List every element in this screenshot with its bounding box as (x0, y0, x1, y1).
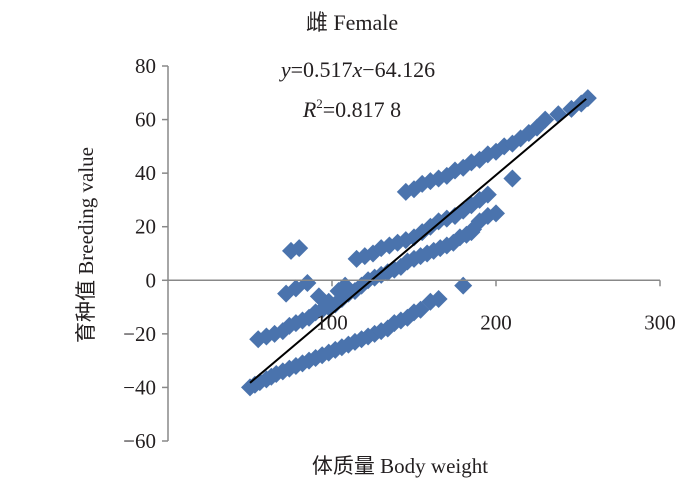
chart-title: 雌 Female (306, 10, 398, 35)
data-point (503, 169, 522, 188)
data-point (319, 292, 338, 311)
r2-letter: R (302, 97, 317, 122)
data-point (298, 273, 317, 292)
y-tick-label: −40 (123, 375, 156, 399)
y-tick-label: −60 (123, 429, 156, 453)
y-tick-label: 40 (135, 161, 156, 185)
y-tick-label: −20 (123, 322, 156, 346)
equation-coef: =0.517 (291, 57, 353, 82)
data-point (429, 290, 448, 309)
data-point (478, 185, 497, 204)
y-tick-label: 80 (135, 54, 156, 78)
y-tick-label: 0 (146, 268, 157, 292)
data-points (241, 89, 597, 397)
data-point (487, 204, 505, 223)
r2-superscript: 2 (316, 96, 323, 111)
data-point (336, 276, 355, 295)
y-ticks: 80 60 40 20 0 −20 −40 −60 (123, 54, 168, 453)
x-tick-label: 100 (316, 310, 348, 334)
equation-y: y (279, 57, 291, 82)
y-tick-label: 60 (135, 108, 156, 132)
data-point (398, 252, 417, 271)
x-tick-label: 300 (644, 310, 676, 334)
x-axis-label: 体质量 Body weight (312, 454, 488, 478)
x-tick-label: 200 (480, 310, 512, 334)
trendline (249, 98, 587, 384)
data-point (519, 123, 538, 142)
equation-x: x (352, 57, 363, 82)
equation-intercept: −64.126 (362, 57, 435, 82)
data-point (454, 276, 473, 295)
r-squared: R2=0.817 8 (302, 96, 401, 122)
data-point (290, 239, 309, 258)
data-point (462, 223, 481, 242)
y-axis-label: 育种值 Breeding value (74, 147, 98, 343)
regression-equation: y=0.517x−64.126 (279, 57, 435, 82)
y-tick-label: 20 (135, 215, 156, 239)
x-ticks: 100 200 300 (316, 280, 676, 334)
r2-value: =0.817 8 (323, 97, 401, 122)
data-point (536, 110, 555, 129)
